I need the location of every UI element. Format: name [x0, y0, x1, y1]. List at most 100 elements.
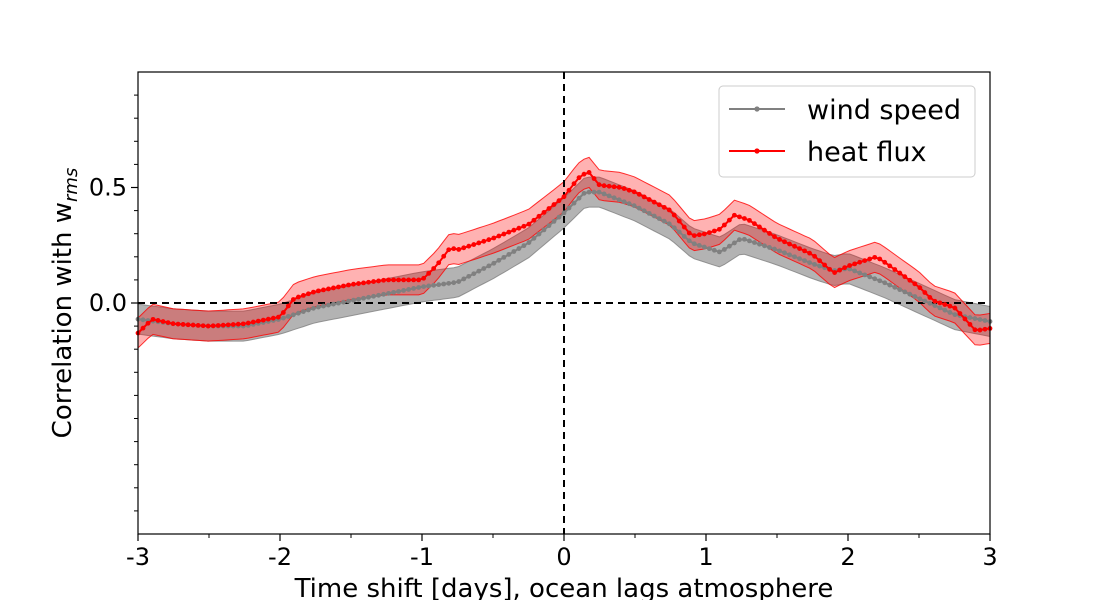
marker-heat-flux: [491, 235, 497, 241]
marker-heat-flux: [215, 323, 221, 328]
marker-heat-flux: [972, 327, 978, 333]
marker-wind-speed: [696, 242, 702, 248]
marker-heat-flux: [311, 289, 316, 295]
marker-heat-flux: [897, 270, 903, 276]
marker-wind-speed: [501, 254, 507, 260]
marker-wind-speed: [406, 287, 412, 292]
marker-wind-speed: [972, 316, 978, 321]
marker-heat-flux: [757, 224, 762, 230]
marker-wind-speed: [887, 282, 893, 288]
marker-wind-speed: [416, 285, 422, 290]
marker-wind-speed: [626, 201, 632, 207]
marker-heat-flux: [265, 316, 271, 322]
marker-heat-flux: [306, 291, 311, 297]
marker-heat-flux: [832, 270, 838, 275]
marker-wind-speed: [285, 314, 291, 319]
marker-heat-flux: [621, 186, 627, 191]
legend-swatch-marker: [754, 106, 760, 112]
marker-wind-speed: [356, 296, 361, 302]
marker-heat-flux: [611, 184, 617, 190]
marker-wind-speed: [591, 189, 597, 195]
marker-heat-flux: [767, 231, 772, 236]
marker-heat-flux: [706, 230, 712, 236]
marker-heat-flux: [220, 322, 226, 328]
marker-wind-speed: [706, 246, 712, 252]
marker-wind-speed: [506, 252, 512, 257]
marker-wind-speed: [376, 292, 381, 298]
marker-wind-speed: [446, 280, 452, 286]
marker-wind-speed: [777, 248, 782, 254]
marker-heat-flux: [867, 256, 873, 262]
marker-heat-flux: [711, 228, 717, 234]
marker-wind-speed: [721, 247, 727, 252]
marker-wind-speed: [932, 303, 938, 309]
marker-heat-flux: [636, 191, 642, 197]
marker-heat-flux: [396, 277, 402, 283]
marker-heat-flux: [150, 316, 156, 322]
marker-heat-flux: [982, 326, 988, 332]
marker-wind-speed: [331, 301, 336, 307]
marker-wind-speed: [511, 249, 517, 254]
marker-wind-speed: [326, 302, 331, 308]
marker-heat-flux: [586, 170, 592, 175]
marker-wind-speed: [461, 276, 467, 282]
marker-heat-flux: [822, 262, 828, 268]
marker-heat-flux: [691, 233, 697, 239]
marker-heat-flux: [817, 258, 822, 264]
marker-heat-flux: [170, 321, 176, 327]
marker-wind-speed: [701, 244, 707, 250]
marker-wind-speed: [977, 317, 983, 322]
marker-wind-speed: [290, 312, 296, 318]
marker-wind-speed: [341, 299, 346, 305]
marker-heat-flux: [290, 297, 296, 302]
x-tick-label: 2: [840, 543, 855, 571]
marker-heat-flux: [386, 277, 391, 283]
marker-wind-speed: [316, 304, 321, 310]
legend-swatch-marker: [754, 148, 760, 154]
marker-heat-flux: [952, 305, 958, 311]
y-axis-label: Correlation with wrms: [48, 168, 82, 439]
marker-heat-flux: [927, 295, 933, 300]
marker-wind-speed: [526, 240, 532, 245]
marker-heat-flux: [671, 212, 677, 218]
marker-heat-flux: [747, 217, 752, 223]
y-axis-label-subscript: rms: [61, 168, 82, 202]
marker-wind-speed: [742, 236, 747, 242]
marker-wind-speed: [521, 243, 527, 249]
marker-heat-flux: [426, 270, 432, 276]
marker-heat-flux: [661, 204, 667, 210]
marker-heat-flux: [782, 239, 787, 245]
marker-wind-speed: [300, 309, 306, 314]
marker-wind-speed: [571, 200, 577, 206]
marker-wind-speed: [867, 274, 873, 280]
marker-heat-flux: [250, 319, 256, 325]
marker-wind-speed: [787, 252, 792, 258]
marker-heat-flux: [195, 322, 201, 328]
marker-heat-flux: [180, 322, 186, 327]
marker-wind-speed: [336, 300, 341, 306]
marker-wind-speed: [922, 298, 928, 304]
marker-wind-speed: [140, 317, 146, 323]
y-tick-label: 0.5: [89, 174, 127, 202]
marker-wind-speed: [481, 266, 487, 271]
marker-wind-speed: [942, 307, 948, 313]
series-heat-flux: [135, 170, 993, 336]
marker-heat-flux: [446, 247, 452, 253]
marker-wind-speed: [752, 240, 757, 245]
marker-wind-speed: [847, 266, 853, 272]
marker-heat-flux: [742, 216, 747, 221]
marker-wind-speed: [762, 243, 767, 249]
marker-wind-speed: [676, 229, 682, 235]
marker-heat-flux: [280, 310, 286, 315]
marker-wind-speed: [541, 227, 547, 233]
marker-wind-speed: [386, 290, 391, 296]
marker-heat-flux: [416, 277, 422, 283]
marker-heat-flux: [160, 319, 166, 324]
marker-heat-flux: [556, 198, 562, 204]
marker-heat-flux: [516, 225, 522, 231]
marker-heat-flux: [205, 323, 211, 329]
marker-wind-speed: [737, 237, 742, 243]
marker-wind-speed: [982, 318, 988, 323]
marker-heat-flux: [190, 322, 196, 328]
marker-heat-flux: [872, 254, 878, 260]
